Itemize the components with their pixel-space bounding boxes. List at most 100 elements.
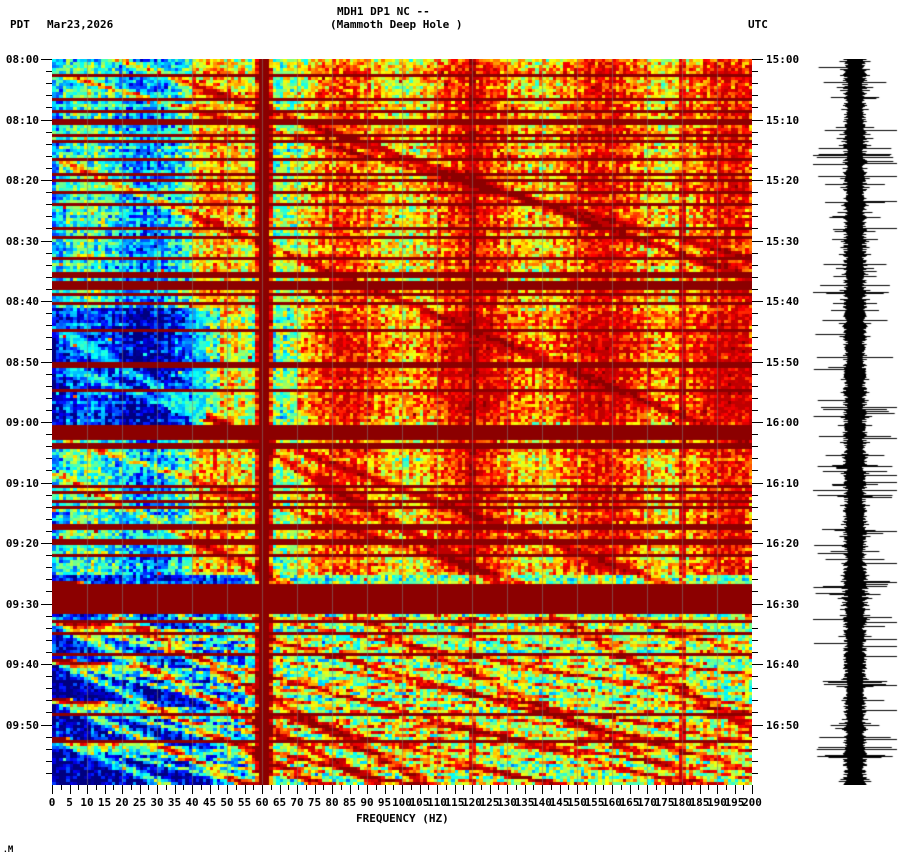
frequency-minor-tick: [673, 785, 675, 790]
frequency-major-tick: [524, 785, 526, 794]
right-time-label: 15:30: [766, 234, 800, 248]
left-time-minor-tick: [46, 518, 52, 520]
right-time-label: 16:50: [766, 718, 800, 732]
frequency-major-tick: [752, 785, 753, 794]
frequency-tick-label: 35: [167, 796, 182, 809]
left-time-minor-tick: [46, 325, 52, 327]
right-time-label: 16:00: [766, 416, 800, 429]
right-time-minor-tick: [752, 712, 758, 714]
frequency-minor-tick: [533, 785, 535, 790]
left-time-minor-tick: [46, 204, 52, 206]
frequency-major-tick: [227, 785, 228, 794]
frequency-major-tick: [717, 785, 718, 794]
left-time-minor-tick: [46, 373, 52, 375]
right-time-major-tick: [752, 180, 763, 181]
right-time-minor-tick: [752, 276, 758, 278]
right-time-minor-tick: [752, 349, 758, 351]
frequency-tick-label: 85: [342, 796, 357, 809]
right-time-major-tick: [752, 422, 763, 423]
frequency-major-tick: [262, 785, 263, 794]
right-time-major-tick: [752, 603, 763, 605]
left-time-label: 08:10: [5, 113, 39, 127]
left-time-minor-tick: [46, 349, 52, 351]
left-time-minor-tick: [46, 131, 52, 133]
left-time-minor-tick: [46, 192, 52, 194]
frequency-tick-label: 120: [462, 796, 482, 809]
left-time-minor-tick: [46, 458, 52, 460]
frequency-tick-label: 20: [115, 796, 129, 809]
frequency-tick-label: 150: [567, 796, 587, 809]
left-time-minor-tick: [46, 712, 52, 714]
frequency-major-tick: [682, 785, 683, 794]
frequency-minor-tick: [620, 785, 622, 790]
left-time-label: 08:20: [5, 174, 39, 187]
right-time-label: 15:40: [766, 295, 800, 308]
frequency-major-tick: [559, 785, 561, 794]
frequency-major-tick: [489, 785, 491, 794]
right-time-minor-tick: [752, 107, 758, 109]
left-time-minor-tick: [46, 639, 52, 641]
frequency-major-tick: [402, 785, 403, 794]
right-time-minor-tick: [752, 131, 758, 133]
right-time-minor-tick: [752, 95, 758, 97]
left-time-minor-tick: [46, 736, 52, 738]
left-time-minor-tick: [46, 530, 52, 532]
right-time-minor-tick: [752, 579, 758, 581]
left-time-minor-tick: [46, 264, 52, 266]
frequency-tick-label: 0: [48, 796, 56, 809]
right-time-minor-tick: [752, 337, 758, 339]
frequency-major-tick: [192, 785, 193, 794]
left-time-minor-tick: [46, 83, 52, 85]
frequency-tick-label: 170: [637, 796, 657, 809]
spectrogram-plot[interactable]: [52, 59, 752, 785]
frequency-major-tick: [122, 785, 123, 794]
frequency-minor-tick: [305, 785, 307, 790]
frequency-tick-label: 10: [80, 796, 94, 809]
right-time-minor-tick: [752, 518, 758, 520]
frequency-minor-tick: [340, 785, 342, 790]
right-time-minor-tick: [752, 591, 758, 593]
right-time-minor-tick: [752, 627, 758, 629]
frequency-major-tick: [314, 785, 316, 794]
left-time-minor-tick: [46, 700, 52, 702]
right-time-major-tick: [752, 59, 763, 60]
frequency-major-tick: [139, 785, 141, 794]
right-time-minor-tick: [752, 264, 758, 266]
left-time-minor-tick: [46, 446, 52, 448]
frequency-minor-tick: [725, 785, 727, 790]
right-time-minor-tick: [752, 385, 758, 387]
left-time-minor-tick: [46, 276, 52, 278]
frequency-minor-tick: [78, 785, 80, 790]
frequency-minor-tick: [288, 785, 290, 790]
left-time-minor-tick: [46, 288, 52, 290]
seismogram-canvas: [812, 59, 898, 785]
right-time-minor-tick: [752, 736, 758, 738]
right-time-major-tick: [752, 664, 763, 665]
frequency-minor-tick: [410, 785, 412, 790]
left-time-minor-tick: [46, 591, 52, 593]
right-time-minor-tick: [752, 688, 758, 690]
frequency-minor-tick: [393, 785, 395, 790]
frequency-major-tick: [664, 785, 666, 794]
right-time-minor-tick: [752, 204, 758, 206]
frequency-major-tick: [454, 785, 456, 794]
left-time-major-tick: [41, 59, 52, 60]
right-time-minor-tick: [752, 506, 758, 508]
frequency-major-tick: [157, 785, 158, 794]
right-time-major-tick: [752, 482, 763, 484]
frequency-tick-label: 55: [237, 796, 252, 809]
frequency-tick-label: 145: [549, 796, 570, 809]
left-time-label: 08:00: [5, 53, 39, 66]
spectrogram-canvas: [52, 59, 752, 785]
left-time-minor-tick: [46, 216, 52, 218]
frequency-major-tick: [472, 785, 473, 794]
frequency-tick-label: 140: [532, 796, 552, 809]
left-time-major-tick: [41, 422, 52, 423]
right-time-minor-tick: [752, 167, 758, 169]
frequency-tick-label: 135: [514, 796, 535, 809]
left-time-minor-tick: [46, 470, 52, 472]
right-time-minor-tick: [752, 252, 758, 254]
frequency-tick-label: 200: [742, 796, 762, 809]
frequency-tick-label: 5: [66, 796, 73, 809]
frequency-tick-label: 60: [255, 796, 269, 809]
